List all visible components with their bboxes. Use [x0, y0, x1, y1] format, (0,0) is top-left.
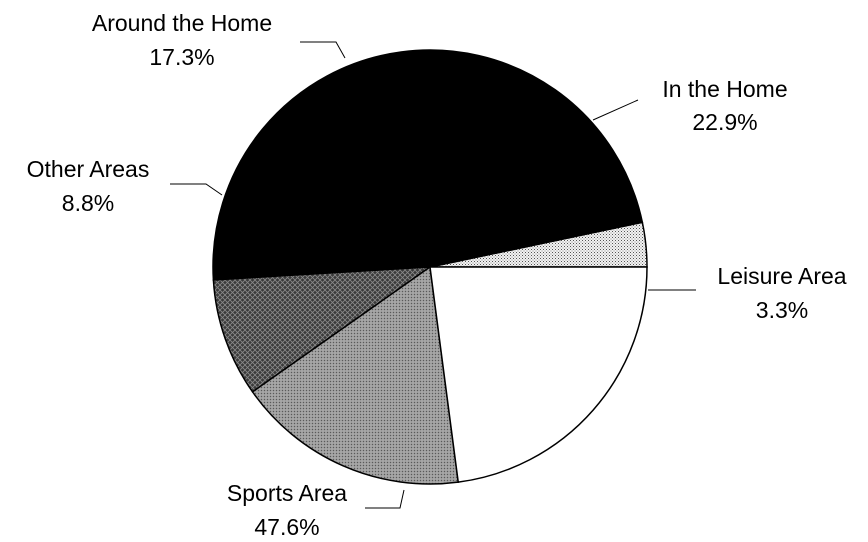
label-leisure-area-name: Leisure Area: [717, 263, 846, 289]
label-sports-area-name: Sports Area: [227, 480, 347, 506]
pie-slices: [212, 49, 648, 485]
label-in-the-home-name: In the Home: [662, 76, 787, 102]
label-around-the-home-value: 17.3%: [149, 44, 214, 70]
slice-in-the-home: [429, 266, 648, 483]
slice-around-the-home: [251, 265, 460, 485]
leader-in-the-home: [592, 99, 639, 121]
label-in-the-home-value: 22.9%: [692, 109, 757, 135]
slice-sports-area: [212, 49, 644, 281]
label-around-the-home-name: Around the Home: [92, 10, 272, 36]
slice-other-areas: [212, 266, 433, 393]
label-leisure-area-value: 3.3%: [756, 297, 808, 323]
leader-sports-area: [365, 489, 405, 509]
label-other-areas-value: 8.8%: [62, 190, 114, 216]
label-sports-area-value: 47.6%: [254, 514, 319, 540]
leader-other-areas: [170, 183, 223, 196]
leader-around-the-home: [300, 41, 346, 59]
label-other-areas-name: Other Areas: [27, 156, 150, 182]
